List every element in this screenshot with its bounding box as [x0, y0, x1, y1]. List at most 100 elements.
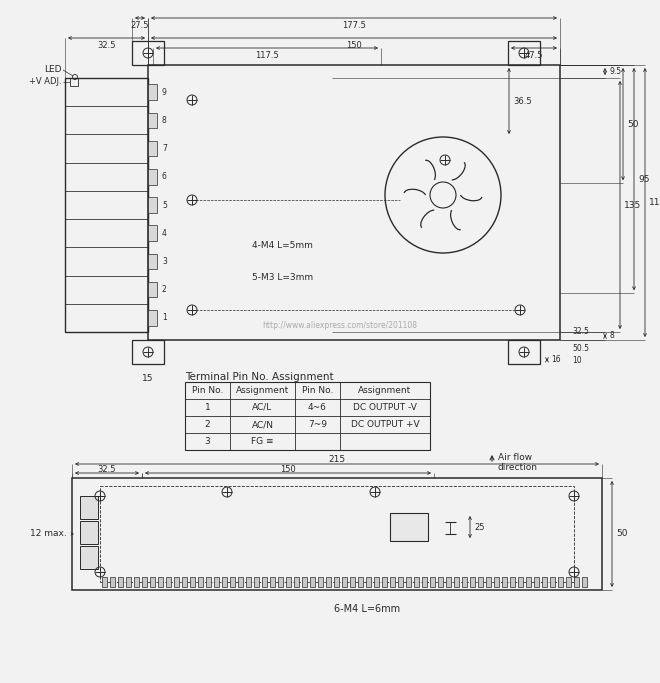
Bar	[185, 382, 430, 450]
Text: 117.5: 117.5	[255, 51, 279, 61]
Bar	[422, 577, 427, 587]
Bar	[334, 577, 339, 587]
Text: 6: 6	[162, 172, 167, 181]
Bar	[65, 219, 148, 247]
Bar	[302, 577, 307, 587]
Bar	[270, 577, 275, 587]
Text: 50.5: 50.5	[572, 344, 589, 353]
Bar	[438, 577, 443, 587]
Bar	[148, 169, 157, 184]
Bar	[518, 577, 523, 587]
Bar	[430, 577, 435, 587]
Text: 95: 95	[638, 175, 649, 184]
Text: 150: 150	[280, 464, 296, 473]
Text: 3: 3	[205, 437, 211, 446]
Bar	[446, 577, 451, 587]
Bar	[134, 577, 139, 587]
Bar	[100, 486, 574, 582]
Text: 4-M4 L=5mm: 4-M4 L=5mm	[252, 240, 313, 249]
Bar	[574, 577, 579, 587]
Bar	[65, 275, 148, 304]
Bar	[126, 577, 131, 587]
Bar	[142, 577, 147, 587]
Bar	[406, 577, 411, 587]
Bar	[478, 577, 483, 587]
Bar	[182, 577, 187, 587]
Bar	[374, 577, 379, 587]
Bar	[510, 577, 515, 587]
Text: 115: 115	[649, 198, 660, 207]
Text: 10: 10	[572, 356, 581, 365]
Bar	[148, 310, 157, 326]
Bar	[166, 577, 171, 587]
Bar	[65, 78, 148, 332]
Bar	[118, 577, 123, 587]
Text: 5-M3 L=3mm: 5-M3 L=3mm	[252, 273, 313, 283]
Bar	[148, 141, 157, 156]
Bar	[148, 113, 157, 128]
Text: 27.5: 27.5	[131, 21, 149, 31]
Bar	[350, 577, 355, 587]
Text: 9: 9	[162, 87, 167, 96]
Bar	[454, 577, 459, 587]
Bar	[398, 577, 403, 587]
Text: 47.5: 47.5	[525, 51, 543, 61]
Bar	[262, 577, 267, 587]
Bar	[502, 577, 507, 587]
Text: 32.5: 32.5	[572, 328, 589, 337]
Bar	[390, 577, 395, 587]
Bar	[80, 496, 98, 519]
Bar	[230, 577, 235, 587]
Bar	[494, 577, 499, 587]
Bar	[132, 340, 164, 364]
Bar	[80, 546, 98, 569]
Bar	[65, 78, 148, 107]
Text: AC/L: AC/L	[252, 403, 273, 412]
Text: 36.5: 36.5	[513, 96, 531, 105]
Text: 2: 2	[162, 285, 167, 294]
Bar	[246, 577, 251, 587]
Text: 25: 25	[474, 522, 484, 531]
Text: 1: 1	[205, 403, 211, 412]
Text: 8: 8	[162, 116, 167, 125]
Text: 32.5: 32.5	[98, 464, 116, 473]
Bar	[148, 84, 157, 100]
Bar	[382, 577, 387, 587]
Text: 135: 135	[624, 201, 642, 210]
Bar	[294, 577, 299, 587]
Bar	[254, 577, 259, 587]
Text: Assignment: Assignment	[358, 386, 412, 395]
Bar	[65, 135, 148, 163]
Text: Assignment: Assignment	[236, 386, 289, 395]
Bar	[148, 282, 157, 297]
Bar	[238, 577, 243, 587]
Text: AC/N: AC/N	[251, 420, 273, 429]
Bar	[342, 577, 347, 587]
Bar	[222, 577, 227, 587]
Text: 50: 50	[616, 529, 628, 538]
Text: FG ≡: FG ≡	[251, 437, 274, 446]
Text: 32.5: 32.5	[97, 42, 116, 51]
Text: 6-M4 L=6mm: 6-M4 L=6mm	[334, 604, 400, 614]
Bar	[310, 577, 315, 587]
Text: 5: 5	[162, 201, 167, 210]
Text: 7~9: 7~9	[308, 420, 327, 429]
Bar	[414, 577, 419, 587]
Text: 2: 2	[205, 420, 211, 429]
Bar	[542, 577, 547, 587]
Text: 15: 15	[143, 374, 154, 383]
Text: 1: 1	[162, 313, 167, 322]
Text: http://www.aliexpress.com/store/201108: http://www.aliexpress.com/store/201108	[263, 320, 418, 329]
Bar	[198, 577, 203, 587]
Text: LED: LED	[44, 66, 62, 74]
Bar	[486, 577, 491, 587]
Bar	[508, 340, 540, 364]
Bar	[65, 107, 148, 135]
Bar	[508, 41, 540, 65]
Bar	[174, 577, 179, 587]
Bar	[214, 577, 219, 587]
Bar	[582, 577, 587, 587]
Text: Pin No.: Pin No.	[192, 386, 223, 395]
Bar	[148, 65, 560, 340]
Bar	[526, 577, 531, 587]
